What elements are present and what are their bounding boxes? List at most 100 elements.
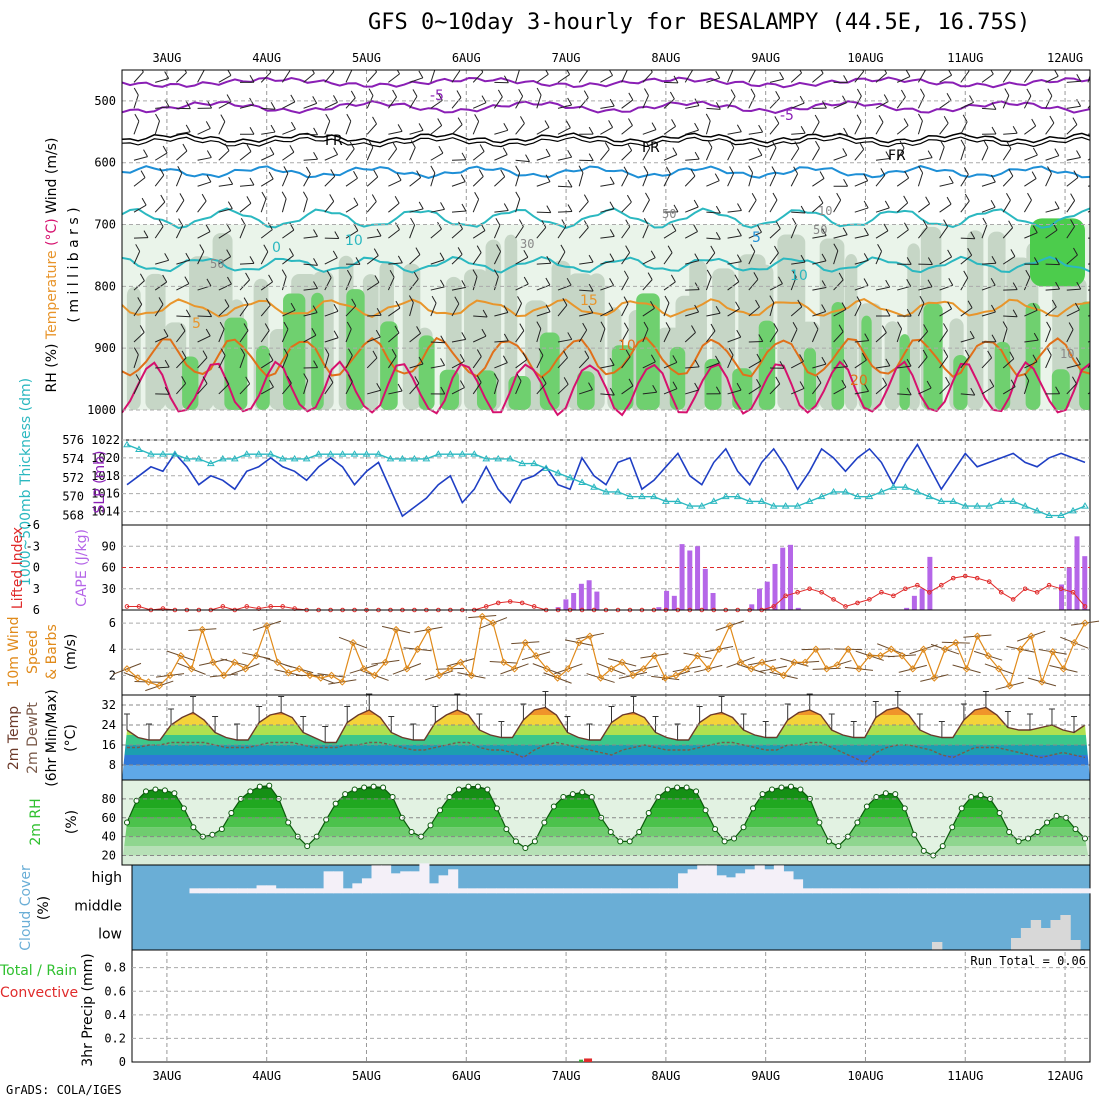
rh-band (122, 836, 1090, 847)
wind-barb (691, 70, 693, 71)
wind-barb (409, 77, 424, 83)
wind-barb (905, 70, 911, 77)
wind-barb (922, 220, 928, 228)
wind10-marker (370, 671, 379, 680)
wind-barb (459, 354, 465, 362)
wind-barb (672, 381, 678, 389)
wind-barb (663, 302, 670, 317)
wind-barb (409, 302, 414, 317)
wind-barb (268, 274, 273, 283)
li-marker (280, 604, 285, 609)
wind-barb (715, 205, 721, 214)
thickness-marker (410, 454, 419, 462)
wind-barb (430, 208, 445, 213)
wind-barb (440, 386, 446, 395)
rh-shade-dark (669, 346, 686, 410)
wind-barb (799, 381, 805, 389)
wind10-marker (241, 665, 250, 673)
wind-barb (228, 176, 234, 185)
wind-barb (536, 127, 550, 135)
wind10-marker (758, 658, 766, 667)
rh-marker (190, 824, 197, 831)
wind-barb (790, 72, 802, 83)
rh-label: 50 (813, 223, 827, 237)
wind-barb (330, 169, 336, 177)
temp-band (122, 745, 1090, 755)
wind-barb (367, 314, 382, 317)
wind-barb (960, 200, 970, 213)
wind10-marker (844, 645, 852, 653)
wind-barb (748, 70, 756, 83)
li-marker (867, 597, 872, 602)
wind10-marker (532, 652, 540, 660)
wind-barb (588, 254, 594, 263)
thickness-marker (182, 454, 191, 462)
wind-barb (684, 175, 696, 187)
wind-barb (1024, 309, 1038, 317)
li-marker (974, 575, 980, 581)
wind-barb (736, 254, 742, 262)
wind-barb (175, 173, 183, 187)
wind-barb (418, 70, 424, 79)
wind-barb (328, 375, 334, 383)
wind-barb (1012, 309, 1018, 318)
thickness-marker (470, 450, 479, 457)
wind-barb (727, 261, 742, 265)
wind-barb (856, 88, 862, 97)
wind-barb (561, 219, 567, 227)
wind-barb (791, 211, 806, 214)
wind-barb (545, 70, 549, 75)
cape-bar (1074, 536, 1080, 610)
wind-barb (1076, 99, 1082, 107)
wind-barb (769, 295, 775, 303)
wind-barb (261, 191, 267, 200)
wind-barb (515, 159, 530, 163)
wind-barb (260, 198, 267, 213)
thickness-marker (338, 450, 347, 457)
li-marker (962, 573, 968, 579)
isotherm-label: 0 (272, 240, 281, 256)
wind-barb (812, 178, 825, 187)
wind-barb (727, 336, 741, 343)
wind-barb (706, 330, 716, 343)
rh-marker (351, 786, 358, 793)
rh-marker (493, 805, 500, 812)
wind-barb (650, 301, 655, 309)
rh-shade-dark (899, 334, 910, 410)
sfc-panel: 568570572574576101410161018102010221000~… (18, 378, 1091, 586)
wind10-ylabel: Speed (25, 630, 41, 674)
li-marker (939, 582, 944, 588)
wind-barb (578, 97, 589, 109)
wind-barb (388, 229, 400, 239)
rh-label: 10 (818, 204, 832, 218)
wind-barb (368, 140, 374, 148)
isotherm-label: 15 (580, 293, 598, 309)
wind10-marker (349, 638, 357, 647)
wind-barb (875, 207, 890, 213)
wind-barb (883, 223, 889, 232)
wind-barb (324, 337, 339, 343)
wind-barb (642, 147, 651, 161)
wind-barb (175, 200, 185, 213)
wind-barb (588, 126, 594, 135)
rh-marker (266, 782, 273, 789)
wind-barb (303, 312, 318, 317)
wind-barb (642, 279, 653, 291)
thickness-marker (1045, 511, 1053, 519)
wind-barb (164, 71, 170, 79)
cloud-high-bar (428, 883, 440, 894)
wind-barb (1003, 315, 1018, 318)
wind10-ylabel: 10m Wind (6, 616, 22, 687)
wind-barb (133, 347, 139, 355)
li-marker (998, 589, 1004, 595)
wind-barb (1088, 62, 1092, 69)
wind-barb (736, 228, 742, 237)
wind-barb (665, 322, 671, 330)
wind-barb (201, 193, 207, 202)
isotherm-label: -5 (780, 108, 794, 124)
wind-barb (736, 382, 742, 391)
wind-barb (451, 338, 466, 343)
wind-barb (563, 350, 568, 358)
